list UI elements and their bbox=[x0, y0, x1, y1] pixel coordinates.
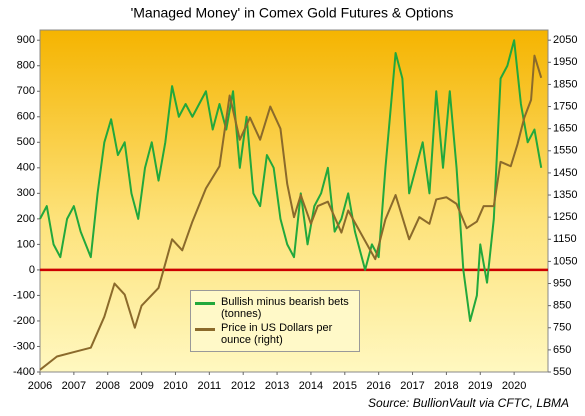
y2-tick-label: 1850 bbox=[553, 78, 577, 90]
legend-label: Price in US Dollars per ounce (right) bbox=[221, 322, 333, 346]
y2-tick-label: 650 bbox=[553, 344, 571, 356]
x-tick-label: 2016 bbox=[366, 380, 390, 392]
legend-entry: Price in US Dollars per ounce (right) bbox=[195, 322, 355, 346]
y-tick-label: 500 bbox=[17, 136, 35, 148]
y2-tick-label: 1750 bbox=[553, 100, 577, 112]
y-tick-label: 700 bbox=[17, 85, 35, 97]
series-line bbox=[39, 54, 543, 371]
y-tick-label: 100 bbox=[17, 238, 35, 250]
x-tick-label: 2006 bbox=[28, 380, 52, 392]
x-tick-label: 2019 bbox=[468, 380, 492, 392]
x-tick-label: 2018 bbox=[434, 380, 458, 392]
y2-tick-label: 850 bbox=[553, 300, 571, 312]
x-tick-label: 2008 bbox=[95, 380, 119, 392]
y2-tick-label: 2050 bbox=[553, 34, 577, 46]
x-tick-label: 2010 bbox=[163, 380, 187, 392]
y2-tick-label: 1350 bbox=[553, 189, 577, 201]
x-tick-label: 2011 bbox=[198, 380, 222, 392]
x-tick-label: 2015 bbox=[333, 380, 357, 392]
x-tick-label: 2013 bbox=[265, 380, 289, 392]
x-tick-label: 2012 bbox=[231, 380, 255, 392]
y2-tick-label: 1150 bbox=[553, 233, 577, 245]
legend: Bullish minus bearish bets (tonnes) Price… bbox=[190, 290, 360, 352]
y2-tick-label: 1250 bbox=[553, 211, 577, 223]
y2-tick-label: 750 bbox=[553, 322, 571, 334]
x-tick-label: 2014 bbox=[299, 380, 323, 392]
y-tick-label: 300 bbox=[17, 187, 35, 199]
y2-tick-label: 1550 bbox=[553, 145, 577, 157]
x-tick-label: 2007 bbox=[62, 380, 86, 392]
y2-tick-label: 550 bbox=[553, 366, 571, 378]
y-tick-label: 800 bbox=[17, 60, 35, 72]
y-tick-label: -400 bbox=[13, 366, 35, 378]
y-tick-label: -300 bbox=[13, 340, 35, 352]
y2-tick-label: 1050 bbox=[553, 255, 577, 267]
x-tick-label: 2009 bbox=[129, 380, 153, 392]
y2-tick-label: 1650 bbox=[553, 123, 577, 135]
legend-swatch bbox=[195, 302, 215, 305]
y-tick-label: 400 bbox=[17, 162, 35, 174]
source-note: Source: BullionVault via CFTC, LBMA bbox=[368, 396, 569, 410]
y-tick-label: -100 bbox=[13, 289, 35, 301]
y2-tick-label: 1950 bbox=[553, 56, 577, 68]
y-tick-label: -200 bbox=[13, 315, 35, 327]
legend-entry: Bullish minus bearish bets (tonnes) bbox=[195, 296, 355, 320]
y-tick-label: 200 bbox=[17, 213, 35, 225]
x-tick-label: 2020 bbox=[502, 380, 526, 392]
legend-label: Bullish minus bearish bets (tonnes) bbox=[221, 296, 349, 320]
y2-tick-label: 1450 bbox=[553, 167, 577, 179]
y-tick-label: 900 bbox=[17, 34, 35, 46]
y-tick-label: 0 bbox=[29, 264, 35, 276]
legend-swatch bbox=[195, 328, 215, 331]
x-tick-label: 2017 bbox=[400, 380, 424, 392]
y-tick-label: 600 bbox=[17, 111, 35, 123]
series-line bbox=[39, 39, 543, 322]
y2-tick-label: 950 bbox=[553, 277, 571, 289]
chart-title: 'Managed Money' in Comex Gold Futures & … bbox=[131, 5, 454, 21]
